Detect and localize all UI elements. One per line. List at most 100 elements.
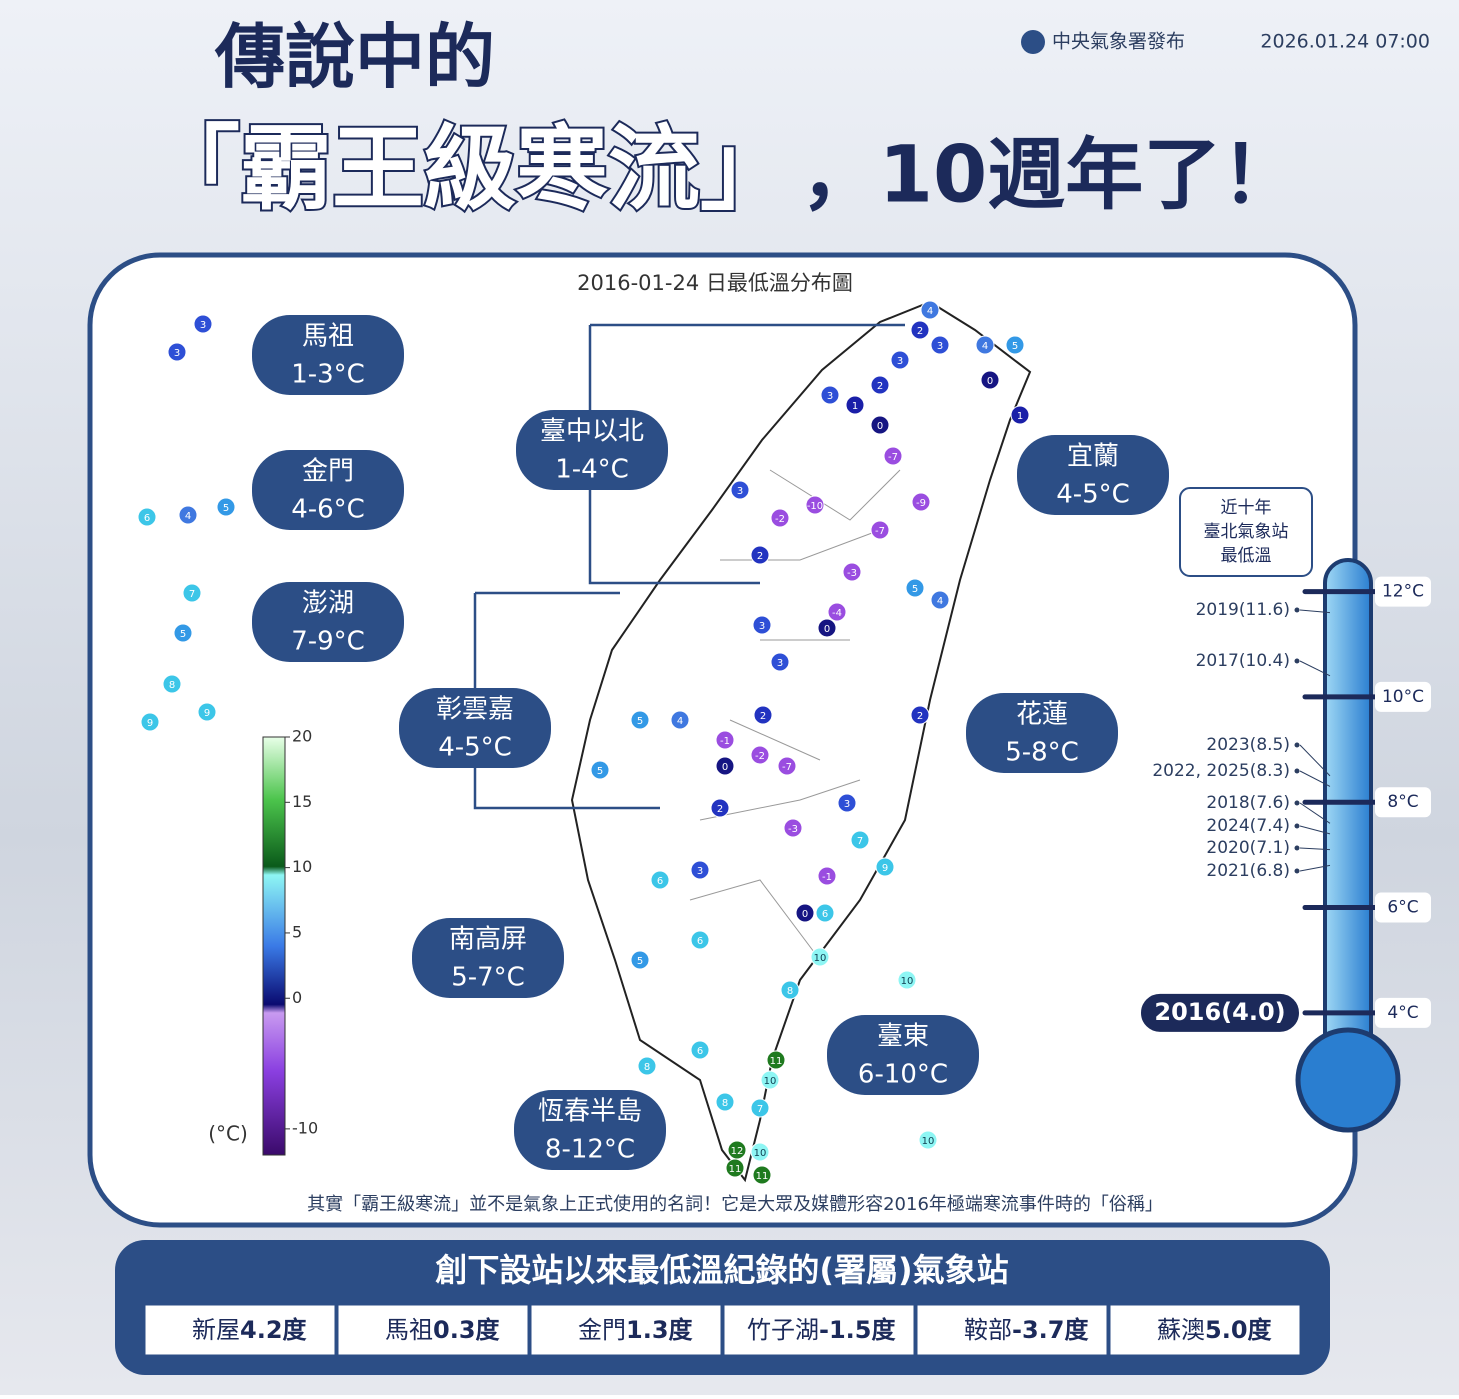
station-label: 3 [844, 799, 850, 810]
thermometer-tick-label: 6°C [1387, 898, 1418, 918]
station-label: 8 [169, 680, 175, 691]
station-label: 9 [204, 708, 210, 719]
region-range: 6-10°C [858, 1060, 948, 1090]
record-box [723, 1304, 915, 1356]
station-dot [725, 1158, 745, 1178]
record-label: 2018(7.6) [1206, 793, 1290, 813]
station-label: 5 [180, 629, 186, 640]
county-borders [689, 469, 901, 961]
title-line1: 傳說中的 [214, 16, 495, 98]
region-name: 馬祖 [302, 322, 354, 352]
record-label: 2019(11.6) [1196, 600, 1290, 620]
publish-date: 2026.01.24 07:00 [1260, 31, 1430, 53]
station-label: -2 [775, 514, 785, 525]
record-label: 2020(7.1) [1206, 838, 1290, 858]
station-dot [752, 1165, 772, 1185]
region-name: 臺東 [877, 1022, 929, 1052]
region-name: 澎湖 [302, 589, 354, 619]
station-dot [650, 870, 670, 890]
station-label: -7 [782, 762, 792, 773]
station-dot [837, 793, 857, 813]
record-dot [1294, 823, 1300, 829]
thermometer-bulb [1295, 1027, 1401, 1133]
station-dot [197, 702, 217, 722]
station-label: 2 [877, 381, 883, 392]
thermometer-title-box [1179, 487, 1313, 577]
station-label: 7 [189, 589, 195, 600]
station-dot [820, 385, 840, 405]
station-dot [783, 818, 803, 838]
region-brackets [473, 323, 905, 810]
region-range: 4-6°C [291, 495, 365, 525]
highlight-pill [1139, 991, 1301, 1034]
region-range: 5-7°C [451, 963, 525, 993]
station-label: 5 [637, 716, 643, 727]
station-label: 6 [657, 876, 663, 887]
station-dot [870, 375, 890, 395]
station-label: 0 [802, 909, 808, 920]
region-range: 5-8°C [1005, 738, 1079, 768]
station-label: -1 [822, 872, 832, 883]
colorbar-tick-label: 20 [292, 727, 312, 746]
station-label: 12 [731, 1146, 744, 1157]
station-label: 3 [737, 486, 743, 497]
station-label: 7 [857, 836, 863, 847]
station-label: 4 [677, 716, 683, 727]
station-label: 4 [937, 596, 943, 607]
station-label: 8 [644, 1062, 650, 1073]
station-label: 9 [147, 718, 153, 729]
thermometer-title: 臺北氣象站 [1204, 522, 1289, 542]
record-pointer [1299, 847, 1331, 851]
thermometer-tick-label: 10°C [1382, 687, 1424, 707]
station-dot [870, 415, 890, 435]
tick-label-box [1375, 997, 1431, 1028]
tick-label-box [1375, 576, 1431, 607]
taiwan-outline [570, 300, 1032, 1183]
station-label: -10 [807, 501, 823, 512]
record-station: 馬祖 [385, 1316, 433, 1344]
station-dot [690, 1040, 710, 1060]
record-label: 2021(6.8) [1206, 861, 1290, 881]
station-label: 11 [770, 1056, 783, 1067]
station-label: 4 [927, 306, 933, 317]
record-dot [1294, 800, 1300, 806]
station-dot [750, 1098, 770, 1118]
record-station: 鞍部 [964, 1316, 1012, 1344]
colorbar-tick-label: 5 [292, 922, 302, 941]
station-label: 7 [757, 1104, 763, 1115]
station-label: 6 [697, 936, 703, 947]
station-label: 5 [223, 503, 229, 514]
station-dot [1005, 335, 1025, 355]
station-label: 11 [756, 1171, 769, 1182]
station-dot [770, 508, 790, 528]
tick-label-box [1375, 681, 1431, 712]
station-label: 5 [1012, 341, 1018, 352]
cwa-logo [1021, 30, 1045, 54]
station-dot [911, 492, 931, 512]
station-dot [630, 950, 650, 970]
station-label: 3 [777, 658, 783, 669]
station-dot [930, 590, 950, 610]
highlight-label: 2016(4.0) [1154, 998, 1285, 1026]
station-label: 0 [877, 421, 883, 432]
station-label: -2 [755, 751, 765, 762]
thermometer-tube [1323, 558, 1373, 1062]
region-range: 4-5°C [438, 733, 512, 763]
station-dot [777, 756, 797, 776]
record-value: -1.5度 [819, 1316, 896, 1344]
region-range: 8-12°C [545, 1135, 635, 1165]
station-label: -7 [888, 452, 898, 463]
record-box [1109, 1304, 1301, 1356]
station-label: -9 [916, 498, 926, 509]
region-pill [252, 315, 404, 395]
station-label: 8 [787, 986, 793, 997]
station-label: 5 [912, 584, 918, 595]
record-box [530, 1304, 722, 1356]
records-title: 創下設站以來最低溫紀錄的(署屬)氣象站 [435, 1251, 1008, 1289]
station-label: 4 [185, 511, 191, 522]
station-label: 0 [824, 624, 830, 635]
colorbar-tick-label: 0 [292, 988, 302, 1007]
record-value: 4.2度 [240, 1316, 308, 1344]
station-label: 4 [982, 341, 988, 352]
